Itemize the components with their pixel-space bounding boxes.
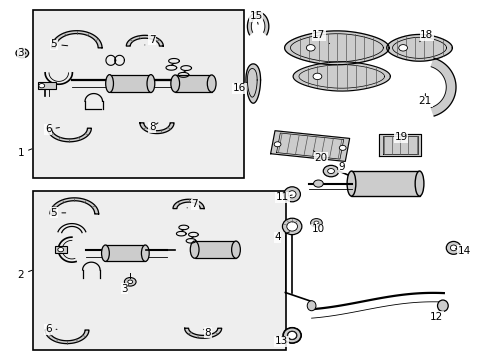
Polygon shape: [430, 58, 455, 116]
Text: 8: 8: [148, 122, 158, 132]
Text: 10: 10: [311, 224, 325, 234]
Ellipse shape: [231, 241, 240, 258]
Ellipse shape: [346, 171, 355, 196]
Polygon shape: [47, 128, 91, 142]
Ellipse shape: [287, 331, 296, 340]
Ellipse shape: [414, 171, 423, 196]
Text: 12: 12: [429, 311, 442, 322]
Circle shape: [306, 45, 314, 51]
Circle shape: [313, 221, 318, 225]
Text: 21: 21: [418, 94, 431, 107]
Circle shape: [339, 145, 346, 150]
FancyBboxPatch shape: [194, 241, 236, 258]
Text: 14: 14: [455, 246, 470, 256]
Text: 18: 18: [419, 30, 432, 42]
Circle shape: [312, 73, 321, 80]
Circle shape: [16, 49, 29, 58]
Ellipse shape: [449, 245, 456, 251]
Circle shape: [313, 180, 323, 187]
Ellipse shape: [207, 75, 216, 92]
Circle shape: [58, 248, 63, 252]
Text: 9: 9: [337, 162, 345, 172]
Ellipse shape: [446, 242, 460, 254]
Ellipse shape: [287, 332, 296, 339]
Circle shape: [398, 45, 407, 51]
Polygon shape: [51, 31, 102, 48]
Ellipse shape: [306, 301, 315, 311]
Ellipse shape: [141, 245, 149, 261]
Polygon shape: [386, 35, 451, 61]
Text: 1: 1: [18, 148, 32, 158]
FancyBboxPatch shape: [105, 245, 145, 261]
Ellipse shape: [102, 245, 109, 261]
Polygon shape: [50, 198, 99, 214]
Ellipse shape: [284, 187, 300, 202]
FancyBboxPatch shape: [175, 75, 211, 92]
Text: 8: 8: [203, 328, 211, 338]
Polygon shape: [126, 35, 163, 46]
Circle shape: [124, 278, 136, 286]
Text: 15: 15: [249, 12, 262, 24]
Circle shape: [127, 280, 132, 284]
Text: 5: 5: [50, 208, 65, 218]
Circle shape: [274, 142, 281, 147]
Text: 5: 5: [50, 39, 67, 49]
Ellipse shape: [437, 300, 447, 311]
Ellipse shape: [105, 75, 113, 93]
Text: 17: 17: [312, 30, 329, 44]
Polygon shape: [245, 64, 260, 103]
Text: 3: 3: [121, 284, 128, 294]
Polygon shape: [184, 328, 221, 338]
Polygon shape: [270, 131, 349, 161]
Ellipse shape: [170, 75, 179, 92]
Ellipse shape: [283, 328, 300, 343]
Text: 13: 13: [274, 337, 289, 346]
Circle shape: [39, 84, 44, 88]
Bar: [38, 82, 56, 89]
Text: 4: 4: [274, 232, 289, 242]
Polygon shape: [379, 134, 420, 156]
Ellipse shape: [287, 191, 295, 198]
Ellipse shape: [282, 218, 301, 235]
Ellipse shape: [286, 222, 297, 231]
Polygon shape: [247, 12, 268, 35]
Circle shape: [310, 219, 322, 227]
Ellipse shape: [190, 241, 199, 258]
Text: 7: 7: [144, 35, 155, 45]
Text: 2: 2: [18, 270, 32, 280]
Circle shape: [20, 51, 25, 55]
Text: 3: 3: [18, 48, 26, 58]
Text: 7: 7: [187, 199, 198, 209]
Text: 6: 6: [45, 324, 57, 334]
FancyBboxPatch shape: [109, 75, 151, 93]
Circle shape: [327, 168, 334, 174]
Text: 16: 16: [233, 82, 246, 93]
Polygon shape: [284, 31, 388, 65]
FancyBboxPatch shape: [351, 171, 419, 196]
Polygon shape: [173, 199, 203, 208]
Polygon shape: [140, 123, 174, 134]
Text: 19: 19: [394, 132, 407, 142]
Ellipse shape: [283, 328, 301, 343]
Text: 6: 6: [45, 124, 60, 134]
Bar: [55, 246, 67, 253]
Ellipse shape: [147, 75, 155, 93]
Polygon shape: [292, 62, 389, 91]
Bar: [33, 10, 244, 178]
Circle shape: [323, 165, 338, 177]
Polygon shape: [45, 330, 89, 343]
Text: 11: 11: [275, 192, 291, 202]
Text: 20: 20: [313, 151, 327, 163]
Bar: [33, 191, 285, 350]
